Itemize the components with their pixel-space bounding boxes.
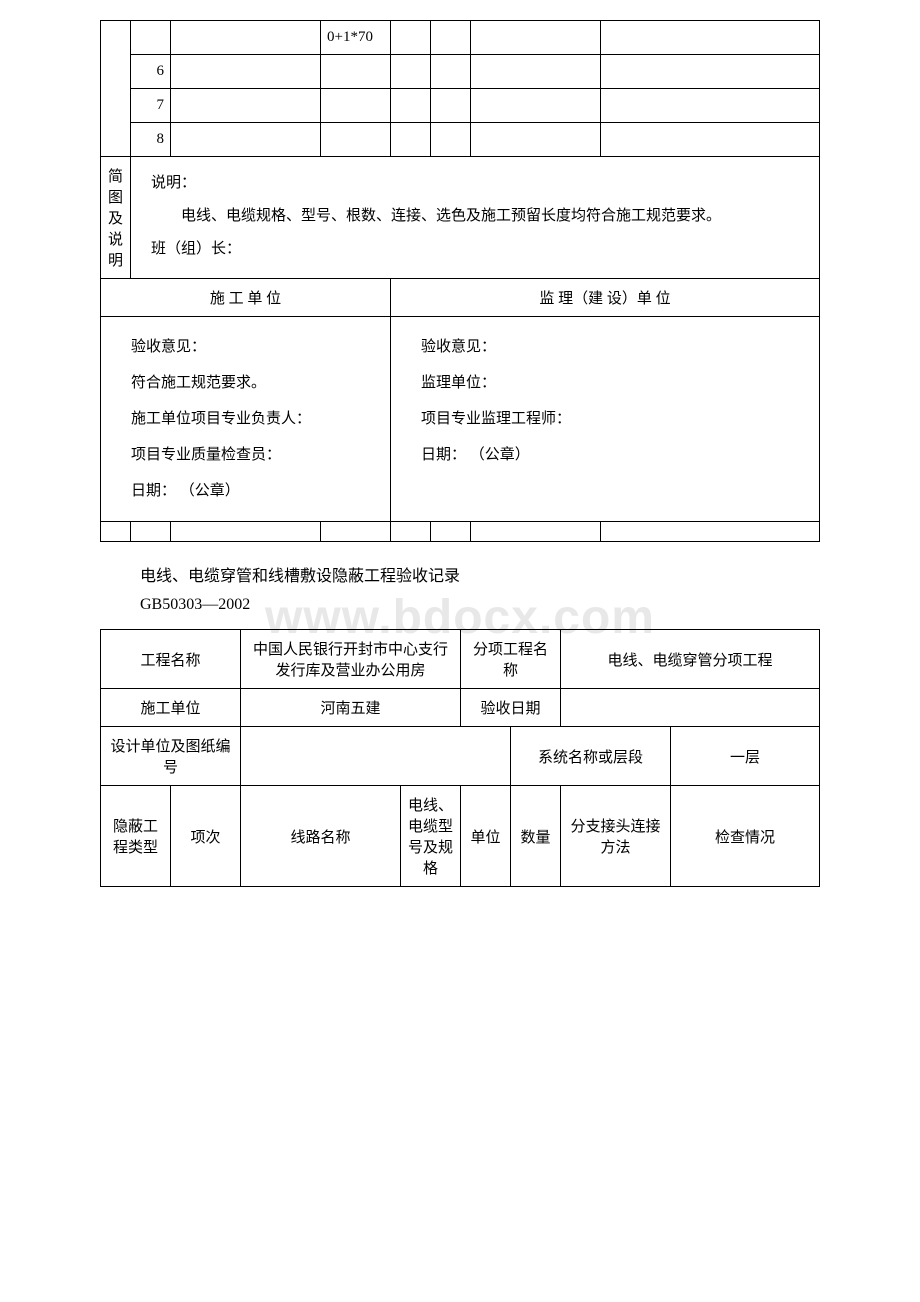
right-date: 日期： （公章） (421, 437, 789, 473)
design-unit-value (241, 727, 511, 786)
acceptance-date-label: 验收日期 (461, 689, 561, 727)
cell-blank-r7c4 (391, 89, 431, 123)
footer-c8 (601, 522, 820, 542)
cell-blank-left (101, 21, 131, 157)
cell-blank-r5c7 (601, 21, 820, 55)
footer-c5 (391, 522, 431, 542)
right-opinion: 验收意见： 监理单位： 项目专业监理工程师： 日期： （公章） (391, 317, 820, 522)
section-title: 电线、电缆穿管和线槽敷设隐蔽工程验收记录 (140, 562, 820, 586)
col6-header: 数量 (511, 786, 561, 887)
footer-c6 (431, 522, 471, 542)
cell-blank-r5c4 (391, 21, 431, 55)
subproject-value: 电线、电缆穿管分项工程 (561, 630, 820, 689)
cell-blank-r8c2 (171, 123, 321, 157)
col4-header: 电线、电缆型号及规格 (401, 786, 461, 887)
left-line4: 项目专业质量检查员： (131, 437, 360, 473)
left-opinion: 验收意见： 符合施工规范要求。 施工单位项目专业负责人： 项目专业质量检查员： … (101, 317, 391, 522)
left-line3: 施工单位项目专业负责人： (131, 401, 360, 437)
cell-blank-r8c6 (471, 123, 601, 157)
cell-blank-r7c5 (431, 89, 471, 123)
system-name-label: 系统名称或层段 (511, 727, 671, 786)
explain-title: 说明： (151, 167, 799, 200)
right-line3: 项目专业监理工程师： (421, 401, 789, 437)
cell-blank-r6c4 (391, 55, 431, 89)
project-name-value: 中国人民银行开封市中心支行发行库及营业办公用房 (241, 630, 461, 689)
cell-blank-r8c7 (601, 123, 820, 157)
design-unit-label: 设计单位及图纸编号 (101, 727, 241, 786)
cell-blank-r5c6 (471, 21, 601, 55)
col3-header: 线路名称 (241, 786, 401, 887)
project-name-label: 工程名称 (101, 630, 241, 689)
cell-blank-r5c5 (431, 21, 471, 55)
cell-blank-r7c7 (601, 89, 820, 123)
cell-row6-num: 6 (131, 55, 171, 89)
construction-unit-header: 施 工 单 位 (101, 279, 391, 317)
team-leader: 班（组）长： (151, 233, 799, 266)
cell-row7-num: 7 (131, 89, 171, 123)
cell-blank-r8c4 (391, 123, 431, 157)
cell-blank-r7c3 (321, 89, 391, 123)
left-opinion-body: 符合施工规范要求。 (131, 365, 360, 401)
footer-c3 (171, 522, 321, 542)
construction-unit-label: 施工单位 (101, 689, 241, 727)
right-line2: 监理单位： (421, 365, 789, 401)
system-name-value: 一层 (671, 727, 820, 786)
cell-blank-r6c5 (431, 55, 471, 89)
cell-blank-r6c6 (471, 55, 601, 89)
cell-blank-r6c3 (321, 55, 391, 89)
footer-c7 (471, 522, 601, 542)
left-opinion-title: 验收意见： (131, 329, 360, 365)
cell-blank-r5c1 (131, 21, 171, 55)
cell-blank-r7c6 (471, 89, 601, 123)
col7-header: 分支接头连接方法 (561, 786, 671, 887)
cell-blank-r8c3 (321, 123, 391, 157)
col5-header: 单位 (461, 786, 511, 887)
right-opinion-title: 验收意见： (421, 329, 789, 365)
cell-r5c3: 0+1*70 (321, 21, 391, 55)
footer-c1 (101, 522, 131, 542)
cell-blank-r6c2 (171, 55, 321, 89)
col1-header: 隐蔽工程类型 (101, 786, 171, 887)
cell-blank-r8c5 (431, 123, 471, 157)
acceptance-date-value (561, 689, 820, 727)
cell-blank-r5c2 (171, 21, 321, 55)
cell-blank-r6c7 (601, 55, 820, 89)
col2-header: 项次 (171, 786, 241, 887)
footer-c4 (321, 522, 391, 542)
supervision-unit-header: 监 理（建 设）单 位 (391, 279, 820, 317)
sketch-label: 简图及说明 (101, 157, 131, 279)
table-bottom: 工程名称 中国人民银行开封市中心支行发行库及营业办公用房 分项工程名称 电线、电… (100, 629, 820, 887)
left-date: 日期： （公章） (131, 473, 360, 509)
cell-blank-r7c2 (171, 89, 321, 123)
col8-header: 检查情况 (671, 786, 820, 887)
subproject-label: 分项工程名称 (461, 630, 561, 689)
cell-row8-num: 8 (131, 123, 171, 157)
explain-body: 电线、电缆规格、型号、根数、连接、选色及施工预留长度均符合施工规范要求。 (151, 200, 799, 233)
explain-cell: 说明： 电线、电缆规格、型号、根数、连接、选色及施工预留长度均符合施工规范要求。… (131, 157, 820, 279)
footer-c2 (131, 522, 171, 542)
table-top: 0+1*70 6 7 8 简图及说明 说明： 电线、电缆规格、型号 (100, 20, 820, 542)
construction-unit-value: 河南五建 (241, 689, 461, 727)
